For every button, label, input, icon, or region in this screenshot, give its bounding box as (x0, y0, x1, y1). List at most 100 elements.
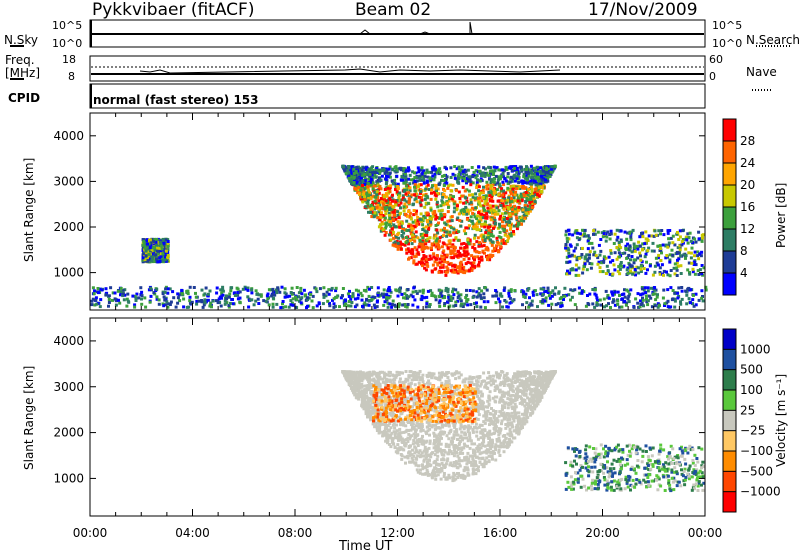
echo-cell (669, 286, 673, 290)
echo-cell (583, 262, 587, 266)
echo-cell (399, 222, 403, 226)
echo-cell (565, 236, 569, 240)
echo-cell (414, 235, 418, 239)
echo-cell (203, 292, 207, 296)
echo-cell (98, 305, 102, 309)
echo-cell (492, 180, 496, 184)
echo-cell (411, 226, 415, 230)
echo-cell (483, 208, 486, 212)
echo-cell (387, 442, 391, 446)
echo-cell (519, 185, 523, 189)
echo-cell (155, 287, 159, 291)
echo-cell (447, 199, 451, 203)
echo-cell (471, 175, 475, 179)
echo-cell (511, 393, 515, 397)
echo-cell (461, 172, 465, 176)
echo-cell (410, 460, 414, 464)
echo-cell (280, 285, 284, 289)
echo-cell (643, 255, 647, 259)
echo-cell (410, 228, 414, 232)
echo-cell (583, 255, 587, 259)
echo-cell (641, 247, 645, 251)
echo-cell (495, 290, 499, 294)
echo-cell (697, 273, 701, 276)
echo-cell (163, 258, 167, 262)
echo-cell (534, 169, 537, 173)
echo-cell (500, 241, 504, 245)
echo-cell (422, 177, 426, 181)
echo-cell (537, 170, 541, 174)
echo-cell (164, 287, 168, 291)
echo-cell (619, 229, 623, 233)
echo-cell (113, 297, 117, 301)
freq-tick-bottom: 8 (68, 70, 75, 83)
echo-cell (691, 267, 695, 271)
echo-cell (145, 239, 148, 243)
echo-cell (388, 196, 391, 200)
echo-cell (399, 247, 403, 251)
nave-label: Nave (746, 65, 777, 79)
echo-cell (429, 197, 433, 201)
echo-cell (641, 292, 645, 296)
echo-cell (418, 238, 422, 242)
echo-cell (657, 253, 661, 257)
echo-cell (616, 299, 620, 303)
echo-cell (174, 305, 178, 309)
echo-cell (471, 245, 475, 249)
echo-cell (489, 210, 492, 214)
echo-cell (238, 296, 242, 300)
echo-cell (394, 436, 397, 440)
echo-cell (642, 288, 646, 292)
echo-cell (433, 212, 437, 216)
echo-cell (666, 245, 670, 249)
echo-cell (439, 292, 443, 296)
echo-cell (444, 230, 448, 234)
echo-cell (430, 188, 434, 192)
echo-cell (499, 236, 503, 240)
echo-cell (273, 293, 277, 297)
echo-cell (554, 286, 557, 290)
echo-cell (673, 243, 677, 247)
echo-cell (462, 175, 466, 179)
echo-cell (515, 187, 518, 191)
echo-cell (455, 208, 459, 212)
echo-cell (491, 199, 495, 203)
echo-cell (384, 192, 388, 196)
echo-cell (144, 254, 148, 258)
echo-cell (457, 212, 461, 216)
echo-cell (465, 173, 468, 177)
echo-cell (537, 179, 541, 183)
echo-cell (618, 272, 622, 276)
echo-cell (419, 190, 423, 193)
echo-cell (420, 196, 423, 199)
echo-cell (550, 302, 554, 306)
echo-cell (510, 192, 514, 196)
echo-cell (426, 246, 430, 250)
echo-cell (396, 185, 400, 189)
echo-cell (629, 258, 632, 262)
echo-cell (636, 292, 640, 296)
echo-cell (421, 288, 425, 292)
echo-cell (677, 257, 681, 261)
echo-cell (428, 176, 432, 180)
echo-cell (512, 174, 516, 178)
echo-cell (412, 259, 416, 263)
echo-cell (407, 177, 410, 181)
echo-cell (494, 448, 498, 452)
echo-cell (504, 191, 508, 195)
echo-cell (276, 288, 280, 292)
echo-cell (523, 176, 527, 180)
echo-cell (420, 298, 424, 302)
echo-cell (571, 233, 575, 237)
echo-cell (522, 219, 526, 223)
echo-cell (505, 229, 509, 233)
echo-cell (210, 305, 213, 309)
echo-cell (384, 177, 388, 181)
echo-cell (143, 253, 146, 257)
echo-cell (424, 225, 428, 229)
echo-cell (499, 189, 503, 193)
echo-cell (140, 294, 144, 298)
echo-cell (453, 200, 457, 204)
echo-cell (437, 301, 441, 305)
echo-cell (426, 264, 430, 268)
